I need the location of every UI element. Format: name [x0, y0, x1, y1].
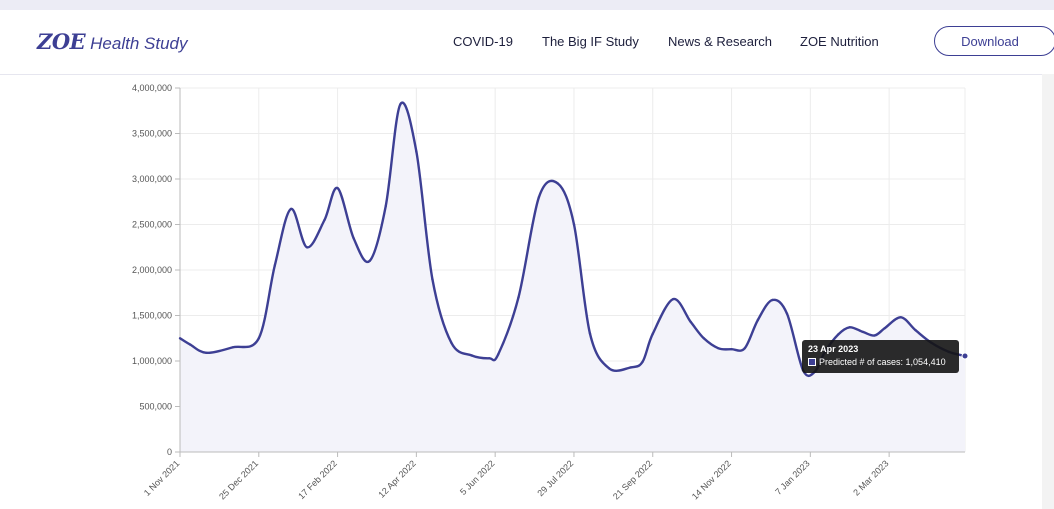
data-point — [178, 337, 182, 340]
data-point — [336, 186, 339, 190]
series-area-fill — [180, 102, 965, 452]
x-tick-label: 1 Nov 2021 — [142, 458, 182, 498]
x-tick-label: 17 Feb 2022 — [296, 458, 339, 501]
x-tick-label: 5 Jun 2022 — [458, 458, 497, 497]
data-point — [861, 330, 865, 334]
nav-zoe-nutrition[interactable]: ZOE Nutrition — [800, 34, 879, 49]
data-point — [914, 328, 917, 332]
top-band — [0, 0, 1054, 10]
data-point — [368, 259, 371, 263]
y-tick-label: 0 — [167, 447, 172, 457]
x-tick-label: 14 Nov 2022 — [690, 458, 733, 501]
data-point — [672, 297, 675, 301]
site-header: ZOE Health Study COVID-19 The Big IF Stu… — [0, 10, 1054, 75]
data-point — [323, 218, 326, 222]
logo-text: Health Study — [90, 34, 188, 53]
data-point — [771, 298, 774, 302]
nav-covid-19[interactable]: COVID-19 — [453, 34, 513, 49]
series-points — [178, 103, 969, 374]
y-tick-label: 3,000,000 — [132, 174, 172, 184]
scrollbar[interactable] — [1042, 74, 1054, 509]
data-point — [257, 337, 260, 340]
y-tick-label: 2,000,000 — [132, 265, 172, 275]
x-tick-label: 12 Apr 2022 — [376, 458, 417, 499]
data-point — [496, 353, 500, 356]
data-point — [756, 318, 759, 322]
tooltip-value: Predicted # of cases: 1,054,410 — [819, 357, 946, 367]
data-point — [588, 332, 592, 335]
x-tick-label: 25 Dec 2021 — [217, 458, 260, 501]
data-point — [836, 333, 840, 336]
data-point — [689, 320, 692, 324]
data-point — [717, 347, 720, 350]
y-tick-label: 500,000 — [139, 402, 172, 412]
data-point — [537, 196, 541, 199]
highlighted-point — [961, 352, 969, 360]
y-tick-labels: 0 500,000 1,000,000 1,500,000 2,000,000 2,500… — [132, 83, 172, 457]
chart-tooltip: 23 Apr 2023 Predicted # of cases: 1,054,… — [802, 340, 959, 373]
y-tick-label: 3,500,000 — [132, 129, 172, 139]
data-point — [899, 316, 902, 319]
data-point — [572, 223, 576, 226]
x-tick-labels: 1 Nov 2021 25 Dec 2021 17 Feb 2022 12 Apr 2… — [142, 458, 891, 501]
axes — [175, 87, 965, 457]
tooltip-swatch — [808, 358, 816, 366]
data-point — [556, 182, 560, 185]
data-point — [231, 346, 234, 349]
data-point — [607, 367, 611, 370]
nav-news-research[interactable]: News & Research — [668, 34, 773, 49]
data-point — [273, 264, 276, 267]
series-line — [179, 101, 966, 377]
tooltip-row: Predicted # of cases: 1,054,410 — [808, 357, 953, 367]
data-point — [384, 205, 387, 208]
data-point — [702, 337, 705, 340]
download-button[interactable]: Download — [934, 26, 1054, 56]
data-point — [305, 246, 309, 249]
data-point — [470, 354, 473, 357]
y-tick-label: 1,500,000 — [132, 311, 172, 321]
logo-mark: ZOE — [37, 29, 86, 54]
data-point — [730, 348, 733, 351]
data-point — [399, 103, 402, 106]
y-tick-label: 1,000,000 — [132, 356, 172, 366]
tooltip-date: 23 Apr 2023 — [808, 344, 859, 354]
y-tick-label: 4,000,000 — [132, 83, 172, 93]
data-point — [848, 326, 851, 329]
series-line-group — [179, 101, 966, 377]
data-point — [873, 334, 876, 337]
x-tick-label: 29 Jul 2022 — [535, 458, 575, 498]
data-point — [431, 277, 434, 281]
data-point — [415, 150, 418, 153]
data-point — [785, 312, 789, 315]
data-point — [651, 332, 654, 335]
data-point — [189, 343, 192, 346]
data-point — [517, 296, 520, 299]
area-fill-group — [180, 102, 965, 452]
y-tick-label: 2,500,000 — [132, 220, 172, 230]
x-tick-label: 7 Jan 2023 — [773, 458, 812, 497]
data-point — [352, 237, 355, 240]
zoe-logo[interactable]: ZOE Health Study — [37, 29, 187, 55]
x-tick-label: 21 Sep 2022 — [611, 458, 654, 501]
data-point — [641, 360, 644, 364]
data-point — [743, 347, 746, 350]
x-tick-label: 2 Mar 2023 — [851, 458, 890, 497]
nav-big-if-study[interactable]: The Big IF Study — [542, 34, 639, 49]
data-point — [450, 341, 453, 344]
data-point — [289, 207, 293, 211]
data-point — [629, 366, 633, 369]
data-point — [883, 327, 886, 330]
data-point — [488, 357, 491, 360]
data-point — [205, 351, 208, 354]
